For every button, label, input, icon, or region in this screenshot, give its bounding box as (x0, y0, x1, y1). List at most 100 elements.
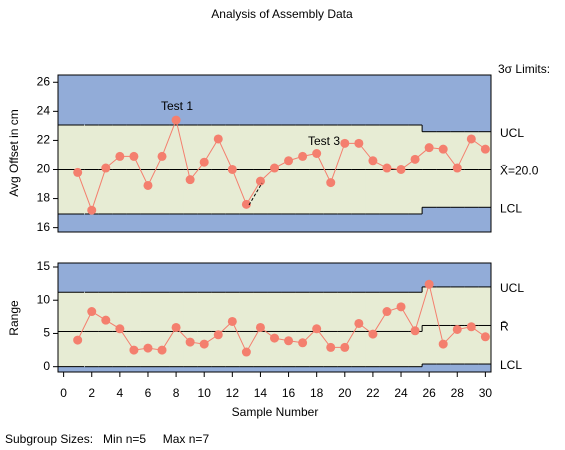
out-of-control-zone (379, 213, 395, 232)
x-tick-label: 0 (60, 386, 67, 400)
out-of-control-zone (478, 75, 491, 132)
data-point (424, 279, 434, 289)
out-of-control-zone (422, 263, 437, 287)
y-tick-label: 18 (37, 191, 51, 205)
y-tick-label: 24 (37, 104, 51, 118)
out-of-control-zone (351, 213, 367, 232)
annotation-line (248, 182, 263, 206)
limit-label: UCL (500, 281, 524, 295)
out-of-control-zone (450, 207, 465, 232)
out-of-control-zone (183, 263, 198, 293)
control-band (98, 292, 114, 367)
out-of-control-zone (267, 263, 283, 293)
data-point (340, 138, 350, 148)
out-of-control-zone (309, 75, 325, 126)
x-tick-label: 24 (394, 386, 408, 400)
out-of-control-zone (365, 263, 381, 293)
out-of-control-zone (351, 366, 367, 372)
annotation: Test 3 (308, 134, 340, 148)
data-point (284, 156, 294, 166)
data-point (73, 335, 83, 345)
control-band (267, 292, 283, 367)
plot-frame (57, 74, 492, 233)
control-band (337, 292, 353, 367)
control-band (183, 292, 198, 367)
out-of-control-zone (253, 213, 269, 232)
x-tick-label: 22 (366, 386, 380, 400)
y-tick-label: 16 (37, 220, 51, 234)
data-point (129, 151, 139, 161)
out-of-control-zone (450, 364, 465, 372)
out-of-control-zone (58, 366, 86, 372)
data-point (270, 163, 279, 173)
out-of-control-zone (98, 213, 114, 232)
data-point (157, 345, 167, 355)
data-point (438, 339, 448, 349)
data-point (115, 151, 125, 161)
out-of-control-zone (450, 75, 465, 132)
out-of-control-zone (98, 75, 114, 126)
x-tick-label: 10 (198, 386, 212, 400)
out-of-control-zone (450, 263, 465, 287)
out-of-control-zone (140, 366, 156, 372)
data-point (101, 315, 111, 325)
out-of-control-zone (323, 263, 339, 293)
data-point (354, 138, 364, 148)
data-point (438, 144, 448, 154)
data-point (171, 322, 181, 332)
data-point (227, 316, 237, 326)
out-of-control-zone (295, 263, 311, 293)
out-of-control-zone (323, 75, 339, 126)
data-point (129, 345, 139, 355)
out-of-control-zone (112, 213, 128, 232)
out-of-control-zone (295, 213, 311, 232)
data-point (424, 143, 434, 153)
data-point (396, 164, 406, 174)
out-of-control-zone (239, 263, 255, 293)
out-of-control-zone (281, 213, 297, 232)
data-point (382, 307, 392, 317)
control-band (365, 292, 381, 367)
out-of-control-zone (323, 213, 339, 232)
out-of-control-zone (169, 366, 184, 372)
annotation: Test 1 (161, 99, 193, 113)
x-tick-label: 6 (145, 386, 152, 400)
out-of-control-zone (337, 366, 353, 372)
control-band (140, 292, 156, 367)
x-tick-label: 16 (282, 386, 296, 400)
data-point (382, 163, 392, 173)
control-band (295, 292, 311, 367)
out-of-control-zone (126, 213, 142, 232)
data-point (326, 342, 336, 352)
out-of-control-zone (84, 366, 100, 372)
out-of-control-zone (84, 213, 100, 232)
y-tick-label: 15 (37, 259, 51, 273)
out-of-control-zone (408, 263, 423, 293)
y-tick-label: 0 (43, 359, 50, 373)
x-axis-label: Sample Number (232, 405, 319, 419)
control-band (155, 292, 170, 367)
out-of-control-zone (379, 263, 395, 293)
data-point (298, 151, 308, 161)
x-tick-label: 18 (310, 386, 324, 400)
out-of-control-zone (98, 263, 114, 293)
out-of-control-zone (323, 366, 339, 372)
out-of-control-zone (295, 75, 311, 126)
out-of-control-zone (58, 213, 86, 232)
plot-frame (57, 262, 492, 373)
out-of-control-zone (379, 75, 395, 126)
y-tick-label: 10 (37, 292, 51, 306)
out-of-control-zone (211, 263, 226, 293)
data-point (340, 342, 350, 352)
data-point (143, 180, 153, 190)
data-point (213, 134, 223, 144)
out-of-control-zone (58, 263, 86, 293)
out-of-control-zone (197, 263, 212, 293)
data-point (452, 324, 462, 334)
out-of-control-zone (351, 263, 367, 293)
out-of-control-zone (239, 366, 255, 372)
out-of-control-zone (98, 366, 114, 372)
data-point (241, 199, 251, 209)
out-of-control-zone (183, 75, 198, 126)
data-point (87, 307, 97, 317)
